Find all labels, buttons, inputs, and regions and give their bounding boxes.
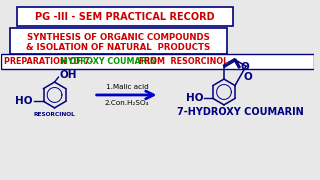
Text: PREPARATION OF 7-: PREPARATION OF 7- xyxy=(4,57,95,66)
Text: HYDROXY COUMARIN: HYDROXY COUMARIN xyxy=(61,57,157,66)
FancyBboxPatch shape xyxy=(17,7,233,26)
Text: RESORCINOL: RESORCINOL xyxy=(34,112,76,117)
Text: O: O xyxy=(244,72,252,82)
FancyBboxPatch shape xyxy=(1,54,314,69)
Text: HO: HO xyxy=(15,96,33,106)
Text: HO: HO xyxy=(186,93,203,103)
Text: OH: OH xyxy=(60,70,77,80)
Text: SYNTHESIS OF ORGANIC COMPOUNDS: SYNTHESIS OF ORGANIC COMPOUNDS xyxy=(27,33,210,42)
FancyBboxPatch shape xyxy=(10,28,227,54)
Text: FROM  RESORCINOL: FROM RESORCINOL xyxy=(136,57,228,66)
Text: & ISOLATION OF NATURAL  PRODUCTS: & ISOLATION OF NATURAL PRODUCTS xyxy=(26,43,210,52)
Text: 2.Con.H₂SO₄: 2.Con.H₂SO₄ xyxy=(105,100,149,106)
Text: 1.Malic acid: 1.Malic acid xyxy=(106,84,148,90)
Text: O: O xyxy=(240,62,249,73)
Text: PG -III - SEM PRACTICAL RECORD: PG -III - SEM PRACTICAL RECORD xyxy=(35,12,215,22)
Text: 7-HYDROXY COUMARIN: 7-HYDROXY COUMARIN xyxy=(177,107,304,117)
